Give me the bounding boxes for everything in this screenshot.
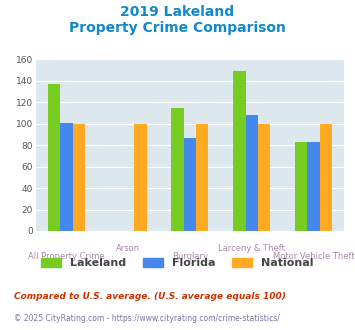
Text: 2019 Lakeland: 2019 Lakeland bbox=[120, 5, 235, 19]
Bar bbox=[134, 124, 147, 231]
Text: © 2025 CityRating.com - https://www.cityrating.com/crime-statistics/: © 2025 CityRating.com - https://www.city… bbox=[14, 314, 280, 323]
Legend: Lakeland, Florida, National: Lakeland, Florida, National bbox=[37, 253, 318, 273]
Bar bbox=[246, 115, 258, 231]
Bar bbox=[320, 124, 332, 231]
Text: Arson: Arson bbox=[116, 244, 140, 253]
Bar bbox=[258, 124, 270, 231]
Bar bbox=[171, 108, 184, 231]
Text: Motor Vehicle Theft: Motor Vehicle Theft bbox=[273, 252, 354, 261]
Text: Property Crime Comparison: Property Crime Comparison bbox=[69, 21, 286, 35]
Text: Compared to U.S. average. (U.S. average equals 100): Compared to U.S. average. (U.S. average … bbox=[14, 292, 286, 301]
Bar bbox=[60, 123, 72, 231]
Bar bbox=[196, 124, 208, 231]
Bar bbox=[233, 71, 246, 231]
Bar bbox=[48, 84, 60, 231]
Bar bbox=[184, 138, 196, 231]
Bar bbox=[295, 142, 307, 231]
Text: Larceny & Theft: Larceny & Theft bbox=[218, 244, 285, 253]
Bar bbox=[72, 124, 85, 231]
Bar bbox=[307, 142, 320, 231]
Text: Burglary: Burglary bbox=[172, 252, 208, 261]
Text: All Property Crime: All Property Crime bbox=[28, 252, 105, 261]
